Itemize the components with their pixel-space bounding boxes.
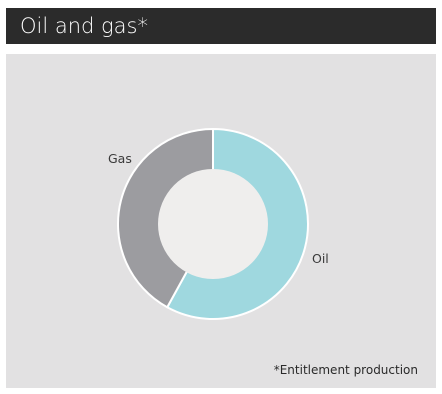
donut-hole [158, 169, 268, 279]
footnote-annotation: *Entitlement production [273, 363, 418, 377]
slice-label-gas: Gas [108, 151, 132, 166]
slice-label-oil: Oil [312, 251, 329, 266]
chart-panel: Gas Oil *Entitlement production [6, 54, 436, 388]
donut-chart [117, 127, 309, 320]
chart-title: Oil and gas* [20, 14, 148, 38]
chart-header: Oil and gas* [6, 8, 436, 44]
